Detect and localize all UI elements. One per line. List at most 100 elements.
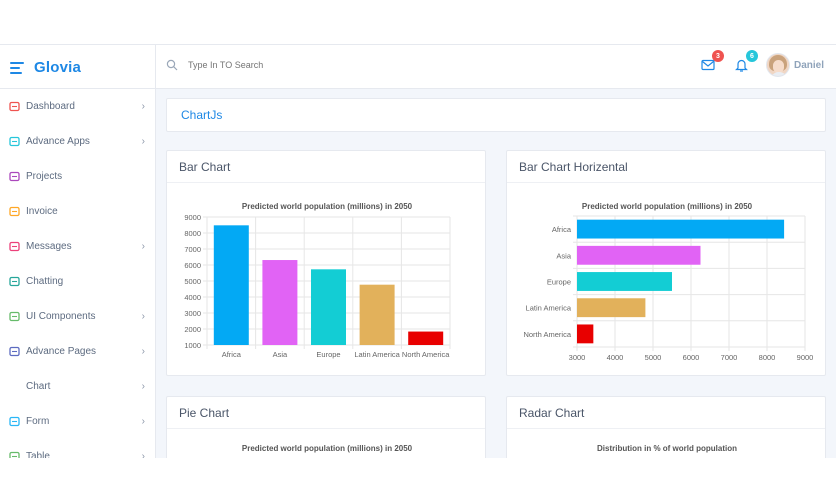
sidebar-item-label: Messages — [26, 241, 72, 252]
y-tick-label: Africa — [552, 225, 572, 234]
sidebar-item-advance-apps[interactable]: Advance Apps › — [0, 124, 155, 159]
dashboard-icon — [8, 101, 20, 113]
bar-chart: Predicted world population (millions) in… — [184, 202, 451, 359]
page-header: ChartJs — [166, 98, 826, 132]
pie-chart-card-title: Pie Chart — [179, 405, 230, 420]
horizontal-bar-chart-card-title: Bar Chart Horizental — [519, 159, 628, 174]
sidebar-item-label: Table — [26, 451, 50, 458]
sidebar-item-label: Chart — [26, 381, 51, 392]
sidebar-item-form[interactable]: Form › — [0, 404, 155, 439]
bar — [311, 269, 346, 345]
bar — [359, 284, 395, 345]
projects-icon — [8, 171, 20, 183]
y-tick-label: Asia — [556, 251, 571, 260]
horizontal-bar-chart-card: Bar Chart Horizental Predicted world pop… — [506, 150, 826, 376]
notification-button[interactable]: 6 — [732, 50, 758, 75]
radar-chart: Distribution in % of world population — [597, 444, 737, 453]
chevron-right-icon: › — [141, 346, 145, 357]
brand: Glovia — [0, 45, 156, 90]
chevron-right-icon: › — [141, 311, 145, 322]
x-tick-label: 3000 — [569, 353, 586, 362]
mail-icon — [8, 241, 20, 253]
sidebar-item-invoice[interactable]: Invoice — [0, 194, 155, 229]
y-tick-label: Latin America — [526, 304, 572, 313]
sidebar-item-label: UI Components — [26, 311, 96, 322]
user-name[interactable]: Daniel — [793, 59, 824, 71]
chevron-right-icon: › — [141, 451, 145, 458]
sidebar-item-projects[interactable]: Projects — [0, 159, 155, 194]
y-tick-label: 5000 — [184, 277, 201, 286]
search-icon — [166, 59, 178, 71]
sidebar-item-label: Advance Apps — [26, 136, 90, 147]
x-tick-label: Asia — [273, 350, 288, 359]
y-tick-label: 7000 — [184, 245, 201, 254]
x-tick-label: 8000 — [759, 353, 776, 362]
sidebar-item-label: Chatting — [26, 276, 64, 287]
radar-chart-card-title: Radar Chart — [519, 405, 585, 420]
chevron-right-icon: › — [141, 101, 145, 112]
chart-title: Predicted world population (millions) in… — [242, 202, 413, 211]
avatar[interactable] — [765, 53, 790, 77]
sidebar-item-advance-pages[interactable]: Advance Pages › — [0, 334, 155, 369]
mail-icon — [701, 59, 715, 71]
top-bar: Glovia 3 6 — [0, 44, 836, 90]
sidebar-item-table[interactable]: Table › — [0, 439, 155, 458]
sidebar-item-label: Projects — [26, 171, 63, 182]
components-icon — [8, 311, 20, 323]
y-tick-label: 8000 — [184, 229, 201, 238]
bar — [577, 219, 785, 239]
monitor-icon — [8, 136, 20, 148]
sidebar-item-label: Advance Pages — [26, 346, 97, 357]
bar — [577, 324, 594, 344]
radar-chart-card: Radar Chart Distribution in % of world p… — [506, 396, 826, 458]
x-tick-label: 6000 — [683, 353, 700, 362]
x-tick-label: Europe — [316, 350, 340, 359]
sidebar-item-ui-components[interactable]: UI Components › — [0, 299, 155, 334]
y-tick-label: 1000 — [184, 341, 201, 350]
mail-badge: 3 — [711, 50, 724, 62]
x-tick-label: Latin America — [354, 350, 400, 359]
bar-chart-card: Bar Chart Predicted world population (mi… — [166, 150, 486, 376]
chat-icon — [8, 276, 20, 288]
y-tick-label: 3000 — [184, 309, 201, 318]
main-content: ChartJs — [166, 98, 826, 132]
blank-icon — [8, 381, 20, 393]
mail-button[interactable]: 3 — [698, 50, 724, 75]
chevron-right-icon: › — [141, 241, 145, 252]
sidebar-item-label: Dashboard — [26, 101, 75, 112]
bar — [262, 260, 298, 345]
sidebar-item-messages[interactable]: Messages › — [0, 229, 155, 264]
notification-badge: 6 — [745, 50, 758, 62]
sidebar: Dashboard › Advance Apps › Projects Invoice Me… — [0, 89, 156, 458]
x-tick-label: 4000 — [607, 353, 624, 362]
x-tick-label: 9000 — [797, 353, 814, 362]
sidebar-item-label: Invoice — [26, 206, 58, 217]
sidebar-item-chatting[interactable]: Chatting — [0, 264, 155, 299]
pie-chart-card: Pie Chart Predicted world population (mi… — [166, 396, 486, 458]
bell-icon — [735, 59, 749, 72]
table-icon — [8, 451, 20, 458]
sidebar-item-dashboard[interactable]: Dashboard › — [0, 89, 155, 124]
y-tick-label: 6000 — [184, 261, 201, 270]
hamburger-menu-icon[interactable] — [10, 61, 24, 74]
chart-title: Predicted world population (millions) in… — [242, 444, 413, 453]
y-tick-label: 2000 — [184, 325, 201, 334]
brand-name[interactable]: Glovia — [34, 59, 82, 76]
bar-chart-card-title: Bar Chart — [179, 159, 231, 174]
top-icons: 3 6 Daniel — [698, 50, 824, 77]
x-tick-label: 5000 — [645, 353, 662, 362]
form-icon — [8, 416, 20, 428]
search-bar — [166, 59, 388, 71]
pie-chart: Predicted world population (millions) in… — [242, 444, 413, 453]
x-tick-label: Africa — [222, 350, 242, 359]
invoice-icon — [8, 206, 20, 218]
search-input[interactable] — [188, 60, 388, 70]
sidebar-item-chart[interactable]: Chart › — [0, 369, 155, 404]
horizontal-bar-chart: Predicted world population (millions) in… — [523, 202, 814, 362]
sidebar-item-label: Form — [26, 416, 50, 427]
bar — [577, 245, 701, 265]
chevron-right-icon: › — [141, 381, 145, 392]
chart-title: Predicted world population (millions) in… — [582, 202, 753, 211]
y-tick-label: 4000 — [184, 293, 201, 302]
bar — [213, 225, 249, 345]
